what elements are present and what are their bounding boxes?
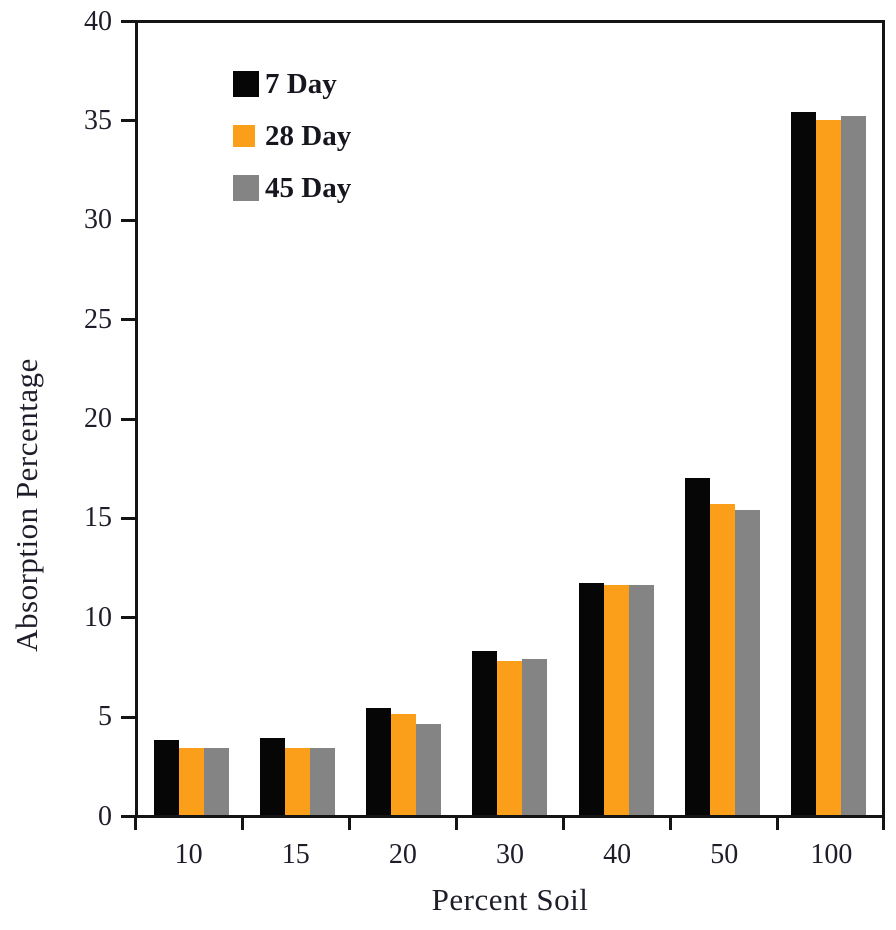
bar-28day-20 [391, 714, 417, 815]
y-axis-tick [121, 715, 135, 719]
legend-label: 7 Day [265, 68, 337, 100]
bar-group-30 [457, 23, 563, 815]
legend: 7 Day 28 Day 45 Day [233, 67, 351, 205]
x-tick-label: 10 [174, 839, 203, 870]
legend-swatch-icon [233, 71, 259, 97]
x-axis-title: Percent Soil [431, 882, 589, 917]
x-tick-label: 15 [281, 839, 310, 870]
x-tick-label: 20 [388, 839, 417, 870]
bar-7day-10 [153, 739, 179, 815]
bar-45day-15 [309, 747, 335, 815]
legend-swatch-box [233, 123, 259, 149]
y-axis-tick [121, 218, 135, 222]
x-axis-tick [454, 818, 458, 830]
legend-label: 28 Day [265, 120, 352, 152]
bar-7day-20 [366, 708, 392, 815]
y-axis-tick [121, 815, 135, 818]
legend-swatch-icon [233, 175, 259, 201]
legend-item-28day: 28 Day [233, 119, 351, 153]
legend-swatch-box [233, 71, 259, 97]
bar-28day-50 [710, 504, 736, 815]
y-tick-label: 10 [84, 601, 112, 633]
bar-28day-15 [284, 747, 310, 815]
bar-group-15 [244, 23, 350, 815]
bar-7day-15 [259, 737, 285, 815]
legend-item-45day: 45 Day [233, 171, 351, 205]
x-axis-tick [240, 818, 244, 830]
bar-7day-40 [578, 583, 604, 815]
bar-group-50 [669, 23, 775, 815]
legend-item-7day: 7 Day [233, 67, 351, 101]
x-axis-tick [133, 818, 137, 830]
bar-28day-100 [816, 120, 842, 815]
y-axis-tick [121, 516, 135, 520]
bar-45day-10 [203, 747, 229, 815]
bar-45day-20 [416, 723, 442, 815]
x-tick-label: 50 [710, 839, 739, 870]
y-tick-label: 40 [84, 5, 112, 37]
x-axis-tick [562, 818, 566, 830]
bar-45day-40 [628, 585, 654, 815]
bar-7day-100 [791, 112, 817, 815]
bar-group-10 [138, 23, 244, 815]
plot-area: 7 Day 28 Day 45 Day [135, 20, 885, 818]
x-tick-label: 100 [810, 839, 853, 870]
bar-45day-100 [841, 116, 867, 815]
bar-28day-10 [178, 747, 204, 815]
y-axis-tick [121, 318, 135, 322]
y-axis-tick [121, 20, 135, 23]
bar-28day-40 [603, 585, 629, 815]
bar-45day-50 [735, 510, 761, 815]
y-axis-tick [121, 119, 135, 123]
bar-group-40 [563, 23, 669, 815]
bar-7day-50 [685, 478, 711, 815]
y-axis-tick [121, 616, 135, 620]
bar-45day-30 [522, 658, 548, 815]
bar-28day-30 [497, 660, 523, 815]
y-tick-label: 20 [84, 403, 112, 434]
legend-swatch-icon [233, 125, 255, 147]
x-axis-tick [347, 818, 351, 830]
x-axis-tick [776, 818, 780, 830]
x-tick-label: 30 [495, 839, 524, 870]
y-tick-label: 35 [84, 104, 112, 136]
y-tick-label: 15 [84, 502, 112, 534]
x-axis-tick [882, 818, 885, 830]
x-tick-label: 40 [603, 839, 632, 870]
y-tick-label: 5 [98, 701, 112, 733]
x-axis-tick [669, 818, 673, 830]
legend-swatch-box [233, 175, 259, 201]
legend-label: 45 Day [265, 172, 352, 204]
bar-group-100 [776, 23, 882, 815]
y-tick-label: 25 [84, 303, 112, 335]
y-axis-tick [121, 417, 135, 421]
bar-7day-30 [472, 650, 498, 815]
bar-group-20 [351, 23, 457, 815]
y-tick-label: 0 [98, 800, 112, 832]
y-tick-label: 30 [84, 204, 112, 236]
bar-groups [138, 23, 882, 815]
